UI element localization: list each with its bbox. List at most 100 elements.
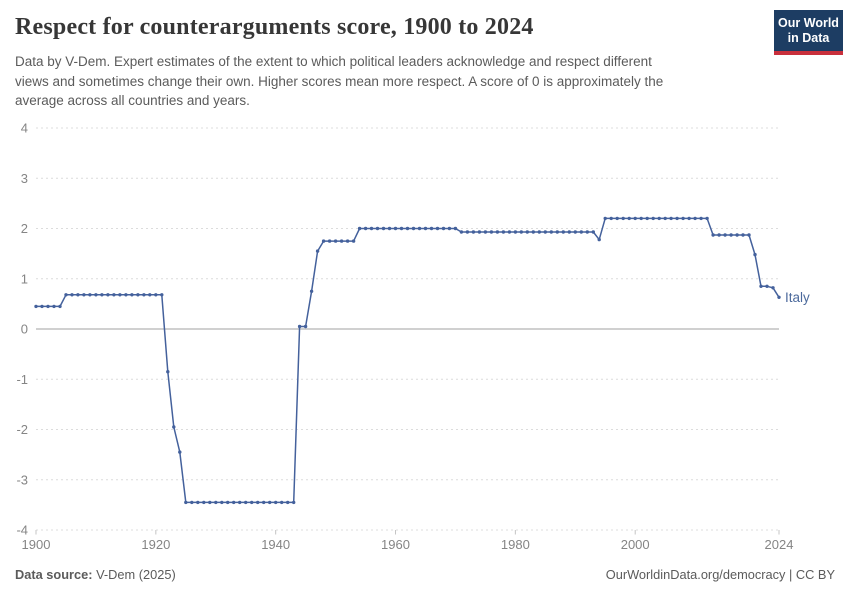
data-point[interactable] [76, 293, 80, 297]
data-point[interactable] [735, 233, 739, 237]
data-point[interactable] [465, 230, 470, 234]
data-point[interactable] [543, 230, 547, 234]
data-point[interactable] [459, 230, 464, 234]
owid-credit-link[interactable]: OurWorldinData.org/democracy | CC BY [605, 567, 835, 582]
data-point[interactable] [705, 216, 709, 221]
data-point[interactable] [429, 226, 434, 231]
data-point[interactable] [681, 216, 685, 221]
data-point[interactable] [303, 324, 308, 329]
data-point[interactable] [621, 216, 625, 221]
data-point[interactable] [633, 216, 637, 221]
series-entity-label[interactable]: Italy [785, 290, 810, 305]
data-point[interactable] [208, 500, 212, 505]
data-point[interactable] [280, 500, 284, 505]
data-point[interactable] [363, 226, 368, 231]
data-point[interactable] [274, 500, 278, 505]
data-point[interactable] [645, 216, 649, 221]
data-point[interactable] [747, 233, 751, 237]
data-point[interactable] [106, 293, 110, 297]
data-point[interactable] [238, 500, 242, 505]
data-point[interactable] [627, 216, 631, 221]
data-point[interactable] [549, 230, 553, 234]
data-point[interactable] [52, 304, 56, 309]
data-point[interactable] [555, 230, 559, 234]
data-point[interactable] [381, 226, 386, 231]
data-point[interactable] [262, 500, 266, 505]
data-point[interactable] [537, 230, 541, 234]
data-point[interactable] [94, 293, 98, 297]
data-point[interactable] [226, 500, 230, 505]
data-point[interactable] [699, 216, 703, 221]
data-point[interactable] [453, 226, 458, 231]
data-point[interactable] [244, 500, 248, 505]
data-point[interactable] [687, 216, 691, 221]
data-point[interactable] [591, 230, 595, 234]
data-point[interactable] [567, 230, 571, 234]
data-point[interactable] [639, 216, 643, 221]
data-point[interactable] [447, 226, 452, 231]
data-point[interactable] [519, 230, 523, 234]
data-point[interactable] [339, 239, 344, 243]
data-point[interactable] [232, 500, 236, 505]
data-point[interactable] [297, 324, 302, 329]
data-point[interactable] [423, 226, 428, 231]
data-point[interactable] [399, 226, 404, 231]
data-point[interactable] [759, 284, 763, 288]
data-point[interactable] [417, 226, 422, 231]
data-point[interactable] [268, 500, 272, 505]
data-point[interactable] [351, 239, 356, 243]
data-point[interactable] [723, 233, 727, 237]
data-point[interactable] [82, 293, 86, 297]
data-point[interactable] [154, 293, 158, 297]
data-point[interactable] [88, 293, 92, 297]
data-point[interactable] [729, 233, 733, 237]
data-point[interactable] [741, 233, 745, 237]
data-point[interactable] [777, 295, 781, 299]
data-point[interactable] [477, 230, 482, 234]
data-point[interactable] [369, 226, 374, 231]
data-point[interactable] [166, 370, 170, 374]
data-point[interactable] [501, 230, 506, 234]
data-point[interactable] [46, 304, 50, 309]
data-point[interactable] [327, 239, 332, 243]
data-point[interactable] [771, 286, 775, 290]
data-point[interactable] [579, 230, 583, 234]
data-point[interactable] [34, 304, 38, 309]
data-point[interactable] [525, 230, 529, 234]
data-point[interactable] [405, 226, 410, 231]
data-point[interactable] [70, 293, 74, 297]
data-point[interactable] [471, 230, 476, 234]
owid-logo[interactable]: Our World in Data [774, 10, 843, 55]
data-point[interactable] [112, 293, 116, 297]
data-point[interactable] [148, 293, 152, 297]
data-point[interactable] [172, 425, 176, 429]
data-point[interactable] [286, 500, 290, 505]
data-point[interactable] [597, 237, 601, 242]
data-point[interactable] [507, 230, 512, 234]
data-point[interactable] [651, 216, 655, 221]
data-point[interactable] [753, 252, 757, 257]
data-point[interactable] [411, 226, 416, 231]
data-point[interactable] [292, 500, 296, 505]
data-point[interactable] [124, 293, 128, 297]
data-point[interactable] [130, 293, 134, 297]
data-point[interactable] [483, 230, 488, 234]
data-point[interactable] [190, 500, 194, 505]
data-point[interactable] [561, 230, 565, 234]
data-point[interactable] [441, 226, 446, 231]
data-point[interactable] [675, 216, 679, 221]
data-point[interactable] [693, 216, 697, 221]
data-point[interactable] [495, 230, 500, 234]
data-point[interactable] [136, 293, 140, 297]
data-point[interactable] [196, 500, 200, 505]
data-point[interactable] [435, 226, 440, 231]
data-point[interactable] [531, 230, 535, 234]
data-point[interactable] [345, 239, 350, 243]
data-point[interactable] [202, 500, 206, 505]
data-point[interactable] [765, 284, 769, 288]
data-point[interactable] [657, 216, 661, 221]
data-point[interactable] [220, 500, 224, 505]
data-point[interactable] [393, 226, 398, 231]
data-point[interactable] [315, 249, 320, 253]
